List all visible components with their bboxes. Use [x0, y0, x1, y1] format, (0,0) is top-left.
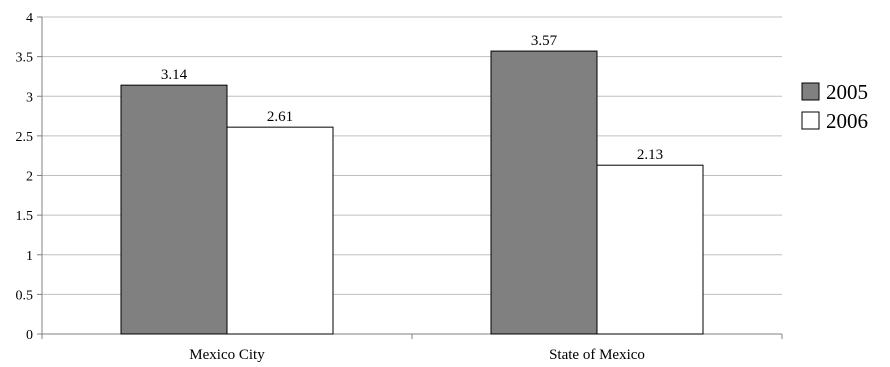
data-label: 3.14	[161, 67, 188, 83]
bar-2005-mexico-city	[120, 84, 228, 335]
x-axis-labels: Mexico City State of Mexico	[189, 347, 645, 363]
data-label: 2.61	[267, 109, 293, 125]
x-category-label: Mexico City	[189, 347, 265, 363]
y-tick-label: 2.5	[16, 130, 34, 145]
y-tick-label: 0.5	[16, 288, 34, 303]
bar-2006-state-of-mexico	[596, 164, 704, 335]
y-tick-label: 0	[26, 328, 33, 343]
y-tick-label: 1	[26, 249, 33, 264]
data-labels: 3.14 2.61 3.57 2.13	[161, 33, 663, 163]
legend: 2005 2006	[801, 80, 868, 133]
y-tick-label: 3	[26, 90, 33, 105]
y-tick-label: 4	[26, 11, 33, 26]
bar-2006-mexico-city	[226, 126, 334, 335]
y-tick-label: 1.5	[16, 209, 34, 224]
bar-2005-state-of-mexico	[490, 50, 598, 335]
data-label: 2.13	[637, 147, 663, 163]
y-tick-label: 2	[26, 170, 33, 185]
legend-label: 2006	[826, 109, 868, 133]
bars	[120, 50, 704, 335]
data-label: 3.57	[531, 33, 558, 49]
legend-label: 2005	[826, 80, 868, 104]
x-category-label: State of Mexico	[549, 347, 645, 363]
y-axis-ticks: 0 0.5 1 1.5 2 2.5 3 3.5 4	[16, 11, 42, 343]
legend-swatch	[801, 82, 820, 101]
y-tick-label: 3.5	[16, 51, 34, 66]
legend-swatch	[801, 111, 820, 130]
